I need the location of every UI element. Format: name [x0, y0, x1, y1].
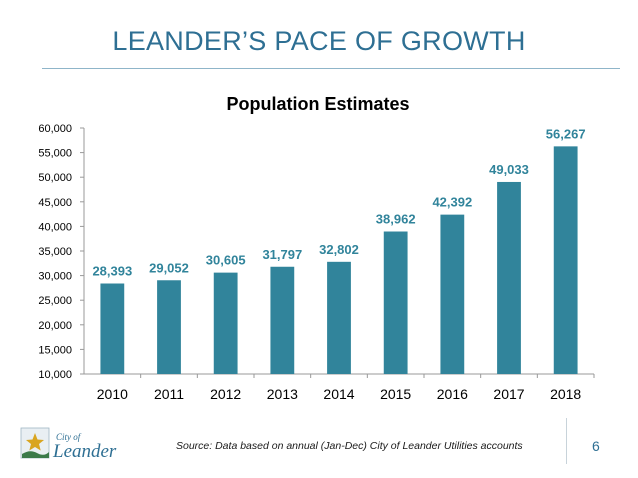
- bar-2017: [497, 181, 521, 374]
- y-tick-label: 40,000: [38, 221, 72, 233]
- bar-2012: [213, 272, 238, 374]
- logo-text-main: Leander: [52, 441, 117, 462]
- bar-2016: [440, 214, 465, 374]
- population-bar-chart: Population Estimates 10,000 15,000 20,000 2…: [38, 94, 595, 402]
- bar-2010: [100, 283, 125, 374]
- bar-2011: [157, 280, 181, 374]
- data-label-2014: 32,802: [319, 242, 359, 257]
- y-tick-label: 20,000: [38, 320, 72, 332]
- y-tick-label: 30,000: [38, 271, 72, 283]
- chart-title: Population Estimates: [226, 94, 409, 114]
- data-label-2012: 30,605: [206, 253, 246, 268]
- bar-2015: [383, 231, 408, 374]
- y-tick-label: 60,000: [38, 123, 72, 135]
- x-tick-label-2013: 2013: [267, 386, 298, 402]
- data-label-2013: 31,797: [262, 247, 302, 262]
- data-label-2016: 42,392: [432, 195, 472, 210]
- y-tick-label: 50,000: [38, 172, 72, 184]
- x-tick-label-2011: 2011: [154, 386, 184, 402]
- chart-bars: [100, 146, 578, 374]
- data-label-2015: 38,962: [376, 212, 416, 227]
- bar-2013: [270, 266, 295, 374]
- logo-text-top: City of: [56, 432, 82, 442]
- bar-2014: [327, 261, 351, 374]
- x-tick-label-2015: 2015: [380, 386, 411, 402]
- x-tick-label-2018: 2018: [550, 386, 581, 402]
- y-tick-label: 45,000: [38, 197, 72, 209]
- data-label-2018: 56,267: [546, 126, 586, 141]
- data-label-2017: 49,033: [489, 162, 529, 177]
- x-tick-label-2016: 2016: [437, 386, 468, 402]
- y-tick-label: 55,000: [38, 148, 72, 160]
- slide-footer: City of Leander Source: Data based on an…: [0, 418, 638, 464]
- y-tick-label: 15,000: [38, 344, 72, 356]
- city-of-leander-logo: City of Leander: [20, 427, 117, 462]
- y-tick-label: 35,000: [38, 246, 72, 258]
- chart-data-labels: 28,393 29,052 30,605 31,797 32,802 38,962 42,3…: [92, 126, 585, 278]
- x-tick-label-2014: 2014: [323, 386, 354, 402]
- title-divider: [42, 68, 620, 69]
- bar-2018: [553, 146, 578, 374]
- hills-logo-icon: [22, 451, 49, 458]
- footer-divider: [566, 418, 567, 464]
- slide-title: LEANDER’S PACE OF GROWTH: [112, 26, 526, 56]
- x-tick-label-2017: 2017: [493, 386, 524, 402]
- star-sun-logo-icon: [26, 433, 44, 451]
- y-tick-label: 25,000: [38, 295, 72, 307]
- slide-number: 6: [592, 438, 600, 454]
- data-label-2011: 29,052: [149, 260, 189, 275]
- data-label-2010: 28,393: [92, 264, 132, 279]
- y-tick-label: 10,000: [38, 369, 72, 381]
- x-tick-label-2012: 2012: [210, 386, 241, 402]
- source-note: Source: Data based on annual (Jan-Dec) C…: [176, 440, 523, 452]
- x-tick-label-2010: 2010: [97, 386, 128, 402]
